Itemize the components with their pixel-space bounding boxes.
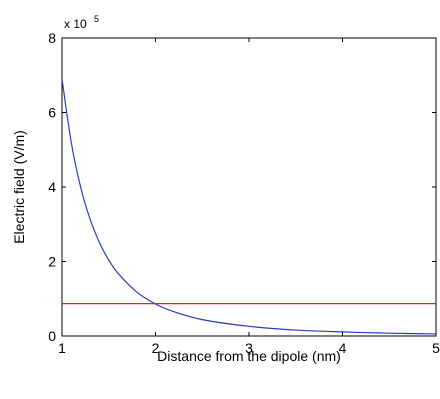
y-tick-label: 4 <box>48 179 56 195</box>
x-tick-label: 1 <box>58 340 66 356</box>
y-scale-exponent: 5 <box>94 14 99 24</box>
x-axis-ticks: 1 2 3 4 5 <box>58 38 440 356</box>
x-tick-label: 4 <box>339 340 347 356</box>
y-axis-label: Electric field (V/m) <box>11 130 27 244</box>
y-tick-label: 8 <box>48 30 56 46</box>
y-tick-label: 2 <box>48 254 56 270</box>
plot-area <box>61 37 437 337</box>
x-tick-label: 3 <box>245 340 253 356</box>
series-layer <box>61 78 437 335</box>
series-line-1 <box>61 78 437 335</box>
x-tick-label: 2 <box>152 340 160 356</box>
x-tick-label: 5 <box>432 340 440 356</box>
y-axis-ticks: 0 2 4 6 8 <box>48 30 436 344</box>
x-axis-label: Distance from the dipole (nm) <box>157 348 341 364</box>
y-tick-label: 0 <box>48 328 56 344</box>
y-tick-label: 6 <box>48 105 56 121</box>
y-scale-label: x 10 <box>64 17 87 31</box>
